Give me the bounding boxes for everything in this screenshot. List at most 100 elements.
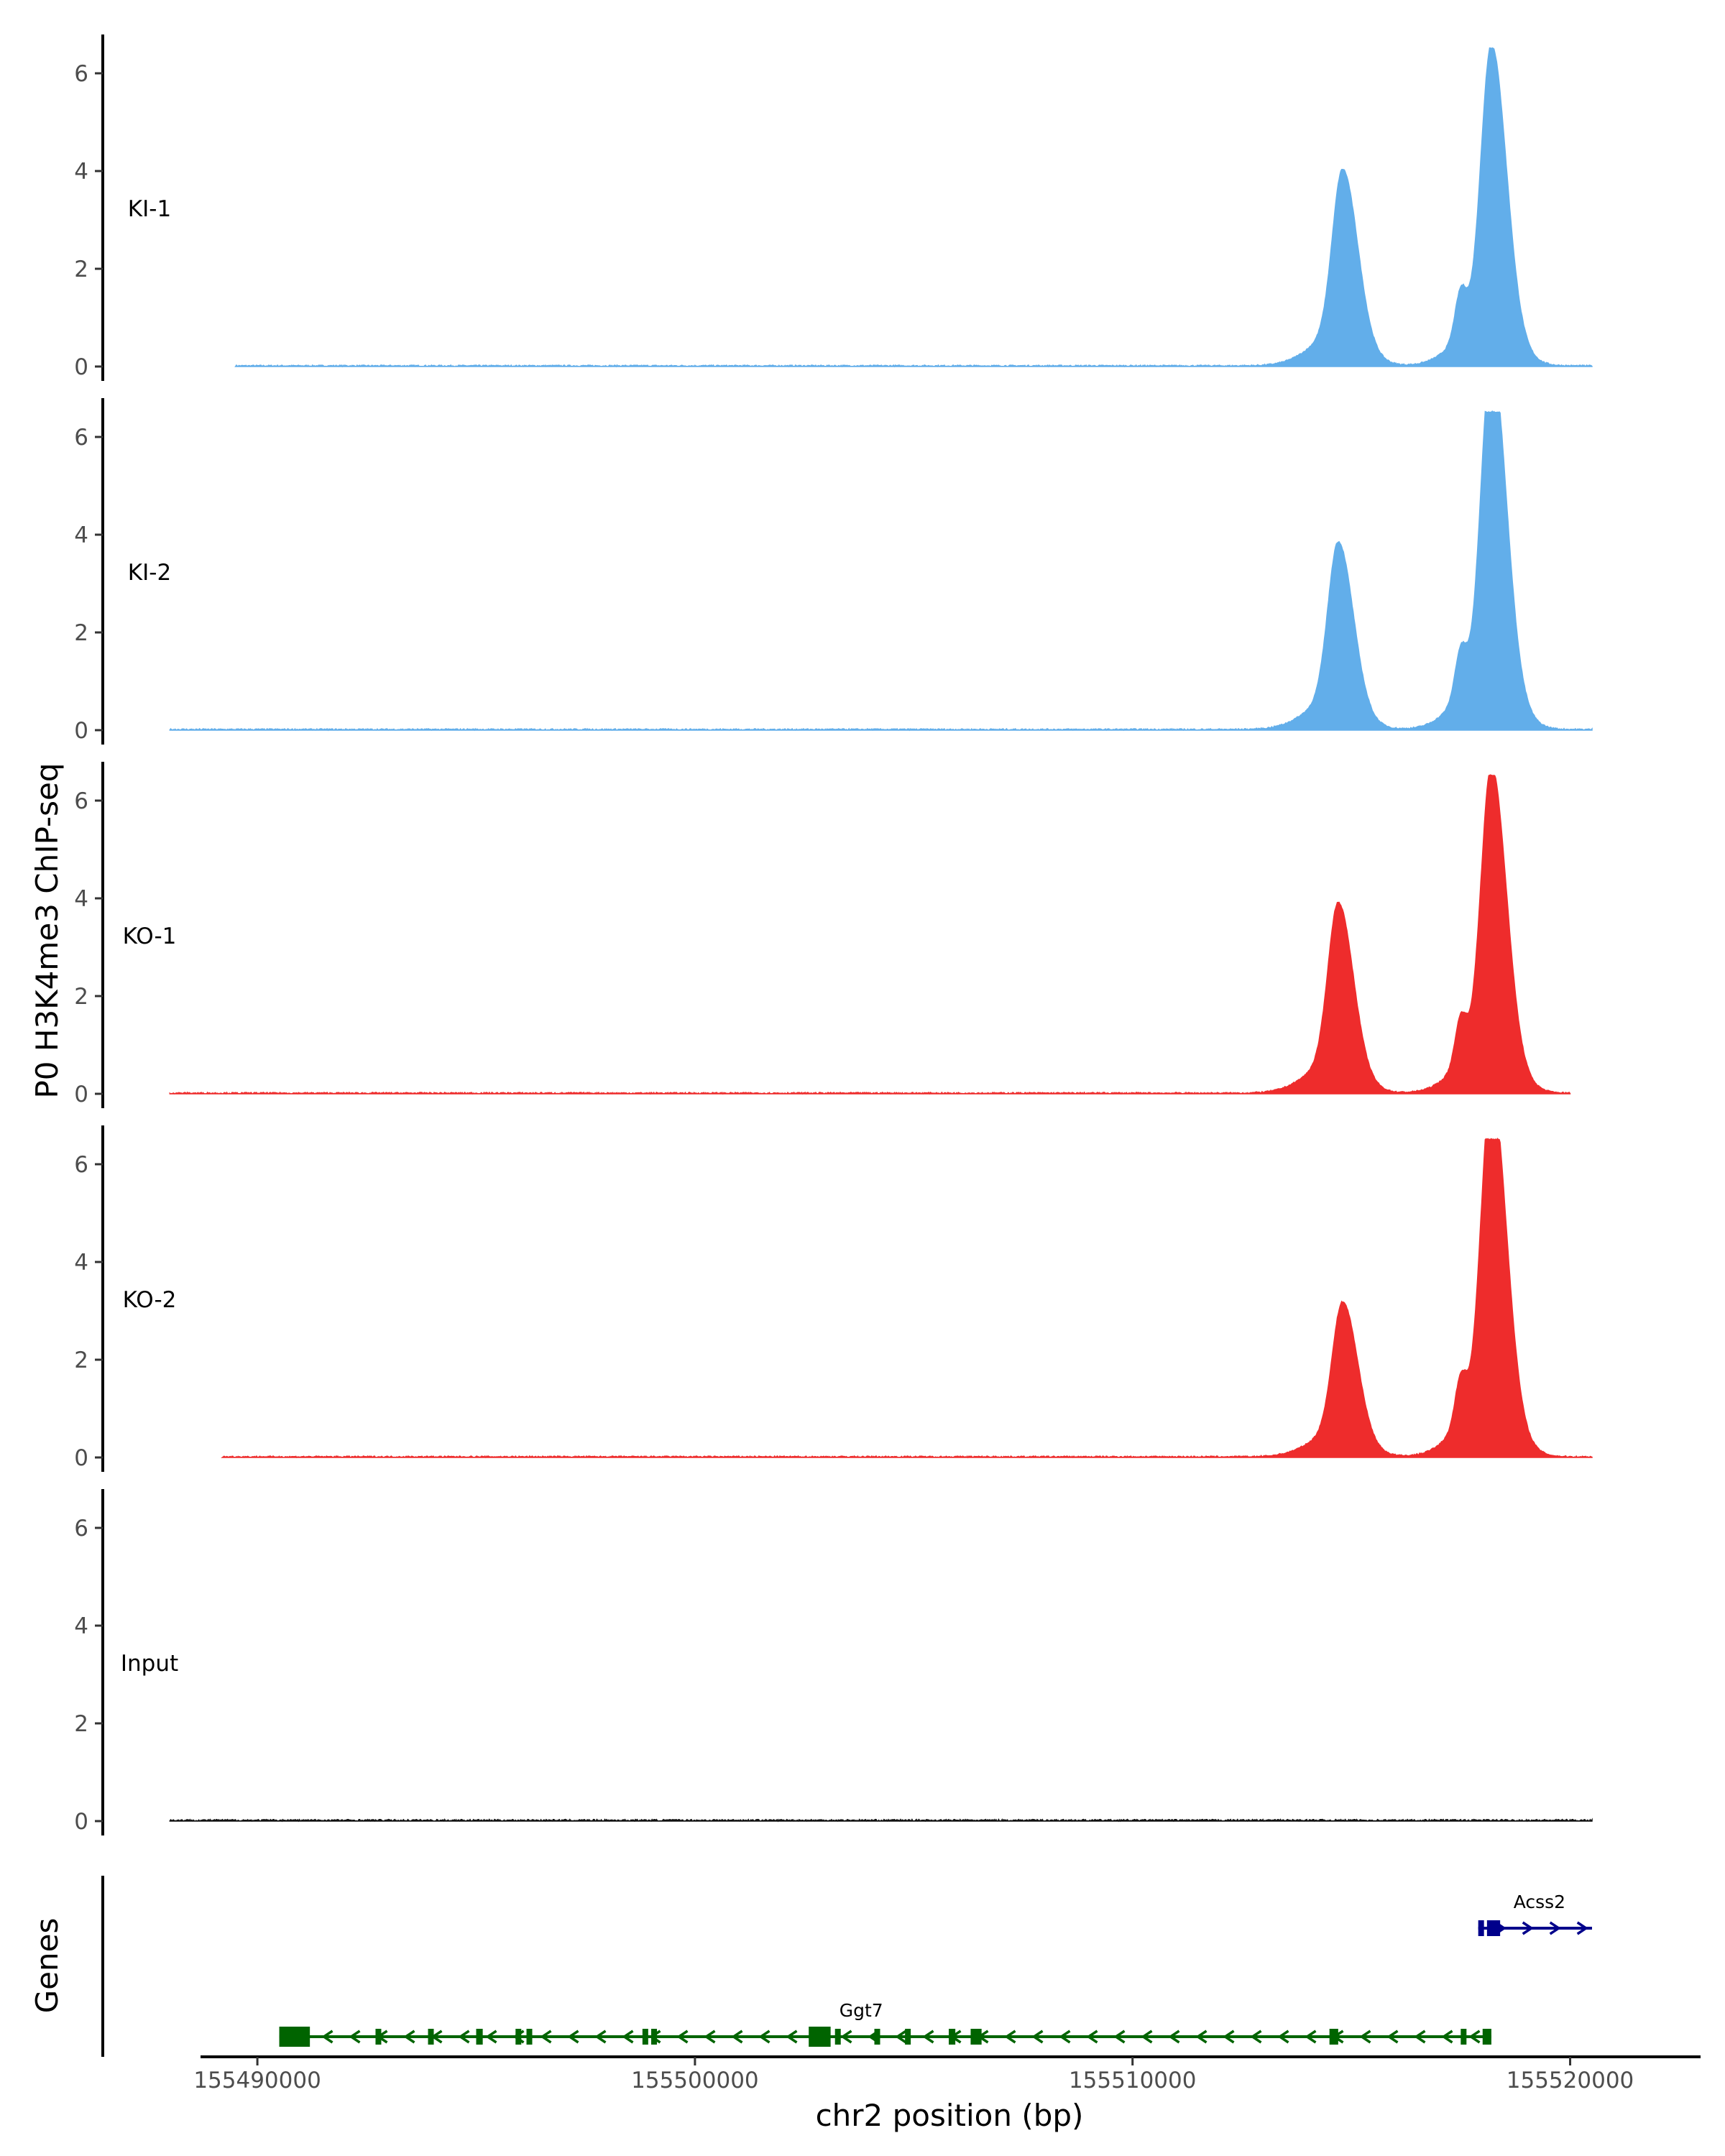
y-tick-label: 2: [74, 620, 88, 646]
strand-arrow: [1086, 2030, 1098, 2044]
x-axis: 155490000 155500000 155510000 155520000: [193, 2055, 1701, 2093]
strand-arrow: [1223, 2030, 1235, 2044]
exon: [515, 2029, 522, 2045]
y-tick-label: 6: [74, 788, 88, 814]
strand-arrow: [1441, 2030, 1453, 2044]
strand-arrow: [1059, 2030, 1071, 2044]
strand-arrow: [676, 2030, 689, 2044]
track-ki-2: 0 2 4 6 KI-2: [74, 398, 1593, 745]
exon: [526, 2029, 533, 2045]
y-tick-label: 6: [74, 425, 88, 451]
strand-arrow: [1195, 2030, 1208, 2044]
strand-arrow: [403, 2030, 415, 2044]
strand-arrow: [567, 2030, 579, 2044]
gene-label: Ggt7: [840, 2000, 883, 2021]
track-ko-2: 0 2 4 6 KO-2: [74, 1125, 1593, 1472]
track-input: 0 2 4 6 Input: [74, 1489, 1593, 1835]
x-tick-label: 155490000: [193, 2068, 321, 2093]
coverage-area: [221, 1138, 1593, 1459]
strand-arrow: [1141, 2030, 1153, 2044]
y-tick-label: 2: [74, 257, 88, 282]
strand-arrow: [840, 2030, 852, 2044]
exon: [428, 2029, 434, 2045]
track-ki-1: 0 2 4 6 KI-1: [74, 34, 1593, 381]
strand-arrow: [1359, 2030, 1371, 2044]
exon: [375, 2029, 382, 2045]
y-tick-label: 0: [74, 1445, 88, 1471]
coverage-area: [169, 774, 1571, 1095]
y-tick-label: 6: [74, 61, 88, 87]
y-tick-label: 0: [74, 354, 88, 380]
strand-arrow: [349, 2030, 361, 2044]
exon: [1482, 2029, 1491, 2045]
strand-arrow: [1386, 2030, 1399, 2044]
track-ko-1: 0 2 4 6 KO-1: [74, 762, 1571, 1108]
strand-arrow: [758, 2030, 770, 2044]
x-tick-label: 155510000: [1069, 2068, 1197, 2093]
strand-arrow: [594, 2030, 607, 2044]
exon: [874, 2029, 880, 2045]
exon: [905, 2029, 911, 2045]
strand-arrow: [1168, 2030, 1180, 2044]
y-axis-title: P0 H3K4me3 ChIP-seq: [29, 763, 65, 1098]
strand-arrow: [1549, 1921, 1561, 1935]
strand-arrow: [704, 2030, 716, 2044]
y-tick-label: 0: [74, 1809, 88, 1835]
exon: [651, 2029, 658, 2045]
strand-arrow: [1576, 1921, 1588, 1935]
strand-arrow: [1113, 2030, 1126, 2044]
coverage-area: [234, 47, 1593, 368]
x-tick-label: 155500000: [631, 2068, 759, 2093]
gene-ggt7: Ggt7: [279, 2000, 1491, 2047]
y-tick-label: 0: [74, 1082, 88, 1107]
y-tick-label: 4: [74, 159, 88, 185]
exon: [1460, 2029, 1467, 2045]
track-label: KO-1: [123, 923, 177, 949]
y-tick-label: 4: [74, 1250, 88, 1276]
exon: [809, 2027, 831, 2047]
coverage-area: [169, 1818, 1593, 1823]
coverage-tracks: 0 2 4 6 KI-1 0 2 4 6 KI-2 0 2 4 6 KO-1 0 2 4 6 KO-2 0 2 4 6 Inpu…: [74, 34, 1593, 1835]
y-tick-label: 6: [74, 1152, 88, 1178]
strand-arrow: [786, 2030, 798, 2044]
gene-label: Acss2: [1514, 1892, 1565, 1912]
y-tick-label: 2: [74, 1348, 88, 1373]
y-tick-label: 4: [74, 522, 88, 548]
strand-arrow: [321, 2030, 334, 2044]
strand-arrow: [1468, 2030, 1481, 2044]
coverage-area: [169, 410, 1593, 732]
strand-arrow: [1031, 2030, 1044, 2044]
x-axis-title: chr2 position (bp): [816, 2098, 1084, 2133]
y-tick-label: 2: [74, 1711, 88, 1737]
strand-arrow: [485, 2030, 497, 2044]
strand-arrow: [1522, 1921, 1534, 1935]
strand-arrow: [540, 2030, 552, 2044]
strand-arrow: [1277, 2030, 1289, 2044]
y-tick-label: 6: [74, 1516, 88, 1542]
strand-arrow: [1305, 2030, 1317, 2044]
exon: [1329, 2029, 1338, 2045]
strand-arrow: [622, 2030, 634, 2044]
strand-arrow: [922, 2030, 934, 2044]
exon: [279, 2027, 310, 2047]
strand-arrow: [458, 2030, 470, 2044]
x-tick-label: 155520000: [1506, 2068, 1634, 2093]
track-label: KO-2: [123, 1287, 177, 1313]
exon: [1486, 1920, 1501, 1936]
strand-arrow: [1004, 2030, 1016, 2044]
strand-arrow: [895, 2030, 907, 2044]
gene-track: Ggt7 Acss2: [101, 1876, 1592, 2057]
track-label: KI-2: [128, 560, 171, 586]
exon: [970, 2029, 982, 2045]
strand-arrow: [1414, 2030, 1426, 2044]
genes-axis-title: Genes: [29, 1918, 65, 2014]
track-label: KI-1: [128, 196, 171, 222]
track-label: Input: [121, 1651, 178, 1677]
exon: [834, 2029, 841, 2045]
gene-acss2: Acss2: [1478, 1892, 1592, 1936]
exon: [476, 2029, 483, 2045]
exon: [1478, 1920, 1484, 1936]
exon: [949, 2029, 956, 2045]
strand-arrow: [731, 2030, 743, 2044]
y-tick-label: 4: [74, 886, 88, 912]
